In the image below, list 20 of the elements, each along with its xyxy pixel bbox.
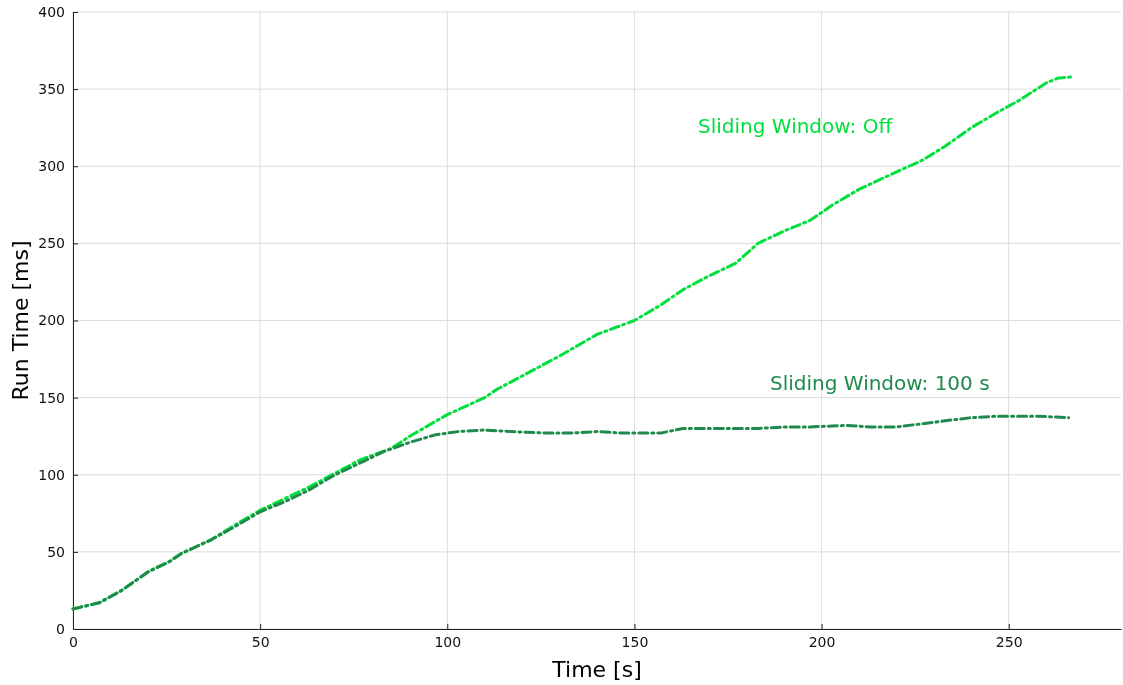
y-tick-label: 400 bbox=[38, 3, 65, 20]
x-tick-label: 0 bbox=[69, 633, 78, 650]
x-tick-label: 150 bbox=[621, 633, 649, 650]
y-tick-label: 250 bbox=[38, 235, 65, 252]
y-tick-label: 50 bbox=[47, 543, 65, 560]
y-tick-label: 0 bbox=[56, 620, 65, 637]
x-axis-title: Time [s] bbox=[551, 657, 642, 682]
line-series bbox=[71, 414, 1071, 611]
series-label: Sliding Window: 100 s bbox=[770, 371, 990, 395]
x-tick-label: 250 bbox=[995, 633, 1023, 650]
y-tick-label: 100 bbox=[38, 466, 65, 483]
y-tick-label: 300 bbox=[38, 158, 65, 175]
x-tick-label: 200 bbox=[808, 633, 836, 650]
y-tick-label: 350 bbox=[38, 81, 65, 98]
y-axis-title: Run Time [ms] bbox=[8, 240, 33, 401]
series-label: Sliding Window: Off bbox=[698, 114, 894, 138]
y-tick-label: 200 bbox=[38, 312, 65, 329]
y-tick-label: 150 bbox=[38, 389, 65, 406]
x-tick-label: 100 bbox=[434, 633, 462, 650]
x-tick-label: 50 bbox=[251, 633, 270, 650]
